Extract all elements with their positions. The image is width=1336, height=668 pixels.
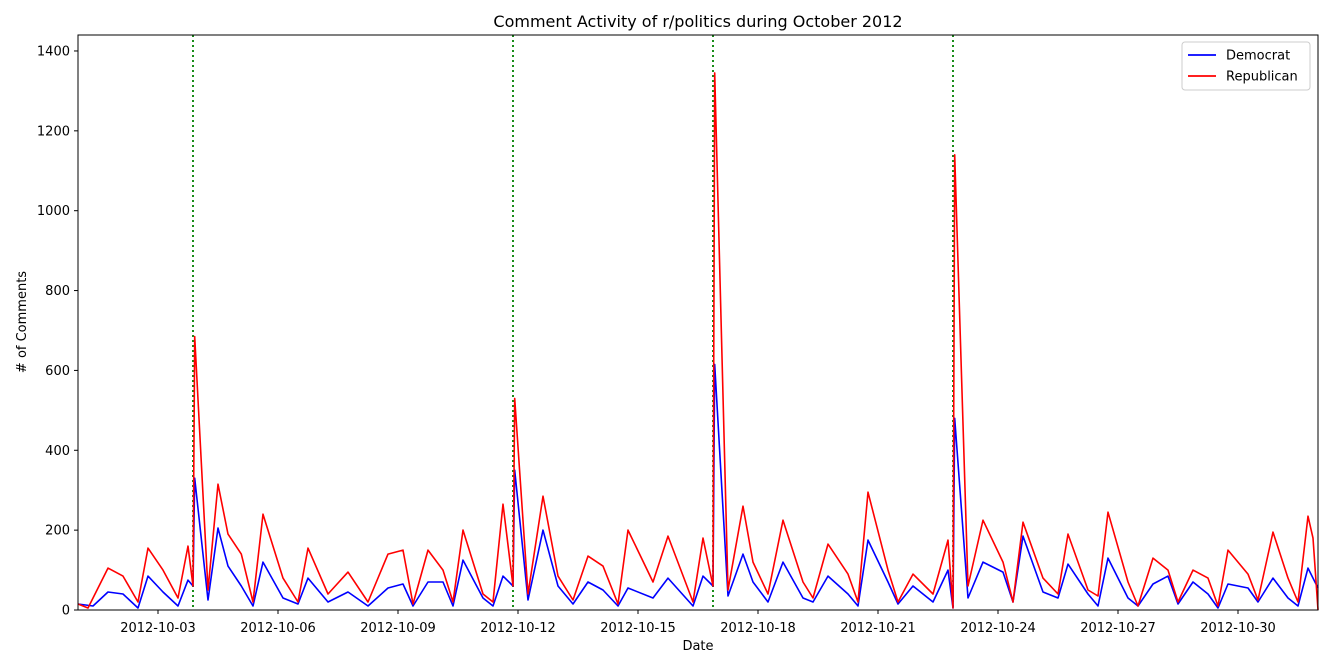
y-tick-label: 0 bbox=[62, 604, 70, 619]
x-tick-label: 2012-10-09 bbox=[360, 621, 436, 636]
x-tick-label: 2012-10-21 bbox=[840, 621, 916, 636]
y-tick-label: 1400 bbox=[37, 44, 70, 59]
axes-frame bbox=[77, 34, 1319, 611]
x-tick-label: 2012-10-12 bbox=[480, 621, 556, 636]
series-lines bbox=[77, 72, 1319, 611]
y-tick-label: 400 bbox=[45, 444, 70, 459]
y-tick-label: 1200 bbox=[37, 124, 70, 139]
y-tick-label: 200 bbox=[45, 524, 70, 539]
y-tick-label: 1000 bbox=[37, 204, 70, 219]
legend-label-democrat: Democrat bbox=[1226, 49, 1290, 64]
y-axis-ticks: 0 200 400 600 800 1000 1200 1400 bbox=[37, 44, 78, 619]
x-axis-ticks: 2012-10-03 2012-10-06 2012-10-09 2012-10-12… bbox=[120, 610, 1276, 636]
x-tick-label: 2012-10-18 bbox=[720, 621, 796, 636]
plot-area bbox=[78, 35, 1318, 610]
x-axis-label: Date bbox=[682, 639, 713, 654]
legend: Democrat Republican bbox=[1181, 41, 1311, 91]
event-lines bbox=[192, 35, 954, 610]
y-axis-label: # of Comments bbox=[15, 271, 30, 373]
x-tick-label: 2012-10-24 bbox=[960, 621, 1036, 636]
y-tick-label: 800 bbox=[45, 284, 70, 299]
plot-background bbox=[78, 35, 1318, 610]
x-tick-label: 2012-10-27 bbox=[1080, 621, 1156, 636]
axes bbox=[77, 34, 1319, 611]
y-tick-label: 600 bbox=[45, 364, 70, 379]
x-tick-label: 2012-10-15 bbox=[600, 621, 676, 636]
chart-title: Comment Activity of r/politics during Oc… bbox=[493, 12, 902, 31]
x-tick-label: 2012-10-03 bbox=[120, 621, 196, 636]
series-line-republican bbox=[77, 72, 1319, 611]
legend-box bbox=[1181, 41, 1311, 91]
x-tick-label: 2012-10-06 bbox=[240, 621, 316, 636]
legend-label-republican: Republican bbox=[1226, 70, 1298, 85]
x-tick-label: 2012-10-30 bbox=[1200, 621, 1276, 636]
